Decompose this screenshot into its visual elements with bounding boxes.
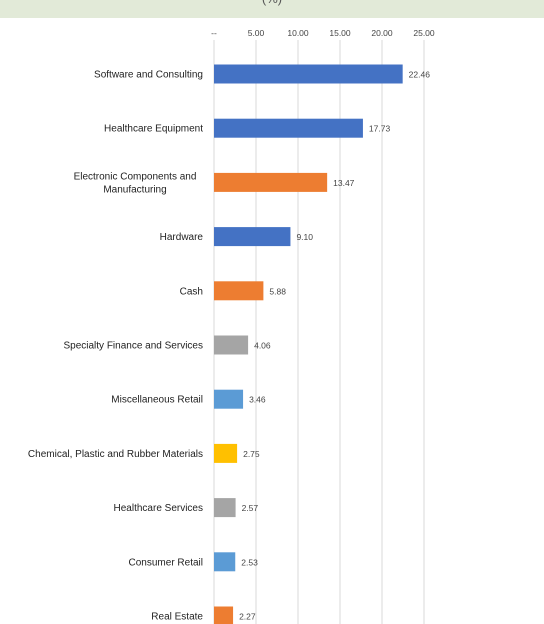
category-label: Miscellaneous Retail <box>111 395 203 406</box>
category-label: Cash <box>180 286 203 297</box>
x-tick-label: -- <box>211 28 217 38</box>
category-label: Specialty Finance and Services <box>63 341 203 352</box>
bar <box>214 281 264 301</box>
data-label: 2.57 <box>242 503 259 513</box>
bar <box>214 552 236 572</box>
data-label: 22.46 <box>409 70 431 80</box>
data-label: 4.06 <box>254 341 271 351</box>
x-tick-label: 10.00 <box>287 28 309 38</box>
data-label: 13.47 <box>333 178 355 188</box>
data-label: 2.27 <box>239 612 256 622</box>
bar <box>214 335 249 355</box>
bar <box>214 227 291 247</box>
bar <box>214 498 236 518</box>
data-label: 2.53 <box>241 557 258 567</box>
x-axis-ticks: -- 5.00 10.00 15.00 20.00 25.00 <box>211 28 435 38</box>
category-label: Consumer Retail <box>129 557 203 568</box>
bar <box>214 172 328 192</box>
data-label: 9.10 <box>296 232 313 242</box>
bars <box>214 64 403 624</box>
x-tick-label: 25.00 <box>413 28 435 38</box>
category-label: Healthcare Services <box>114 503 203 514</box>
data-label: 17.73 <box>369 124 391 134</box>
data-label: 5.88 <box>269 286 286 296</box>
bar <box>214 64 403 84</box>
category-label: Software and Consulting <box>94 70 203 81</box>
category-label: Real Estate <box>151 612 203 623</box>
bar <box>214 606 234 624</box>
chart-title-fragment: (%) <box>0 0 544 6</box>
data-labels: 22.46 17.73 13.47 9.10 5.88 4.06 3.46 2.75 2.57 2… <box>239 70 430 622</box>
bar <box>214 389 244 409</box>
bar <box>214 118 363 138</box>
x-tick-label: 20.00 <box>371 28 393 38</box>
category-labels: Software and Consulting Healthcare Equipm… <box>28 70 204 623</box>
x-tick-label: 5.00 <box>248 28 265 38</box>
category-label: Chemical, Plastic and Rubber Materials <box>28 449 203 460</box>
category-label: Healthcare Equipment <box>104 124 203 135</box>
category-label: Electronic Components and Manufacturing <box>74 171 197 195</box>
category-label: Hardware <box>160 232 204 243</box>
data-label: 2.75 <box>243 449 260 459</box>
x-tick-label: 15.00 <box>329 28 351 38</box>
data-label: 3.46 <box>249 395 266 405</box>
bar <box>214 443 238 463</box>
chart-header-band: (%) <box>0 0 544 18</box>
